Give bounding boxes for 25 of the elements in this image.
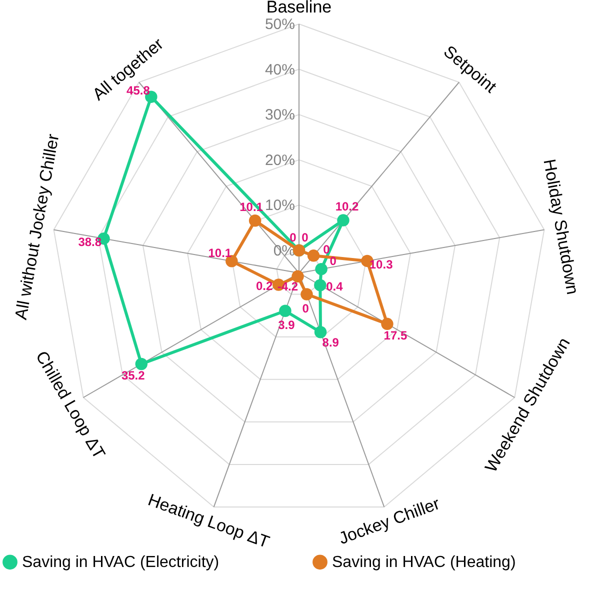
- spoke-label: Baseline: [266, 0, 332, 17]
- spoke-label: All without Jockey Chiller: [11, 132, 63, 322]
- y-tick-label: 50%: [264, 16, 295, 33]
- data-label: 0: [290, 230, 297, 244]
- data-label: 10.1: [208, 246, 232, 260]
- data-label: 0: [323, 242, 330, 257]
- data-label: 3.9: [278, 318, 296, 332]
- spoke-label: Jockey Chiller: [336, 494, 443, 548]
- legend-label: Saving in HVAC (Heating): [332, 554, 516, 572]
- data-label: 0: [302, 302, 310, 316]
- y-tick-label: 30%: [264, 106, 295, 124]
- data-label: 17.5: [384, 328, 408, 343]
- y-tick-label: 40%: [264, 61, 295, 78]
- data-label: 35.2: [121, 368, 146, 383]
- y-tick-label: 10%: [264, 197, 295, 214]
- data-label: 0.2: [256, 279, 274, 294]
- data-label: 10.2: [335, 199, 359, 214]
- spoke-label: Holiday Shutdown: [540, 158, 582, 296]
- legend-label: Saving in HVAC (Electricity): [22, 554, 220, 572]
- y-tick-label: 20%: [264, 152, 295, 169]
- data-label: 0: [302, 230, 309, 244]
- data-label: 0.4: [326, 280, 344, 294]
- data-label: 38.8: [78, 235, 102, 250]
- data-label: 8.9: [322, 335, 340, 350]
- data-label: 45.8: [126, 84, 150, 98]
